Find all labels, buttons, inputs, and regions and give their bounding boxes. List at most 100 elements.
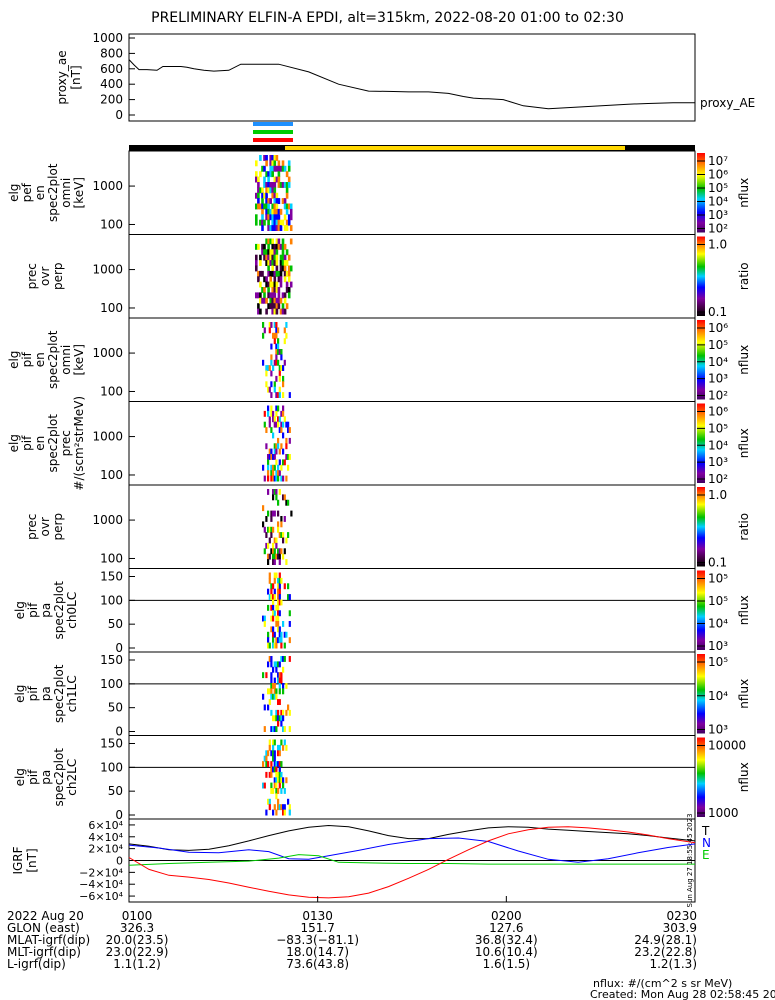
spectrogram-pixel: [267, 553, 270, 560]
spectrogram-pixel: [279, 182, 283, 188]
proxy-ae-ytick-label: 400: [100, 77, 123, 91]
spectrogram-pixel: [283, 739, 286, 746]
spectrogram-pixel: [273, 187, 277, 194]
spectrogram-pixel: [275, 349, 278, 355]
spectrogram-pixel: [287, 292, 291, 299]
spectrogram-pixels: [262, 739, 291, 816]
spectrogram-pixel: [285, 281, 289, 288]
spectrogram-pixel: [270, 526, 273, 533]
spectrogram-pixel: [275, 761, 278, 767]
spectrogram-pixel: [285, 322, 288, 328]
spectrogram-pixel: [268, 739, 271, 746]
spectrogram-pixel: [272, 788, 275, 794]
spectrogram-pixel: [278, 370, 281, 377]
spectrogram-pixel: [281, 249, 285, 256]
spectrogram-pixel: [273, 537, 276, 544]
spec-ytick-label: 50: [108, 617, 123, 631]
spectrogram-pixel: [259, 270, 262, 277]
plot-title: PRELIMINARY ELFIN-A EPDI, alt=315km, 202…: [151, 10, 624, 26]
spectrogram-pixel: [287, 254, 291, 261]
colorbar-tick-label: 0.1: [708, 556, 727, 570]
spectrogram-pixel: [262, 761, 265, 767]
spectrogram-pixel: [277, 626, 280, 633]
colorbar-tick-label: 1.0: [708, 238, 727, 252]
spectrogram-pixel: [275, 359, 278, 366]
igrf-line-e: [128, 854, 695, 866]
spec-panel-frame: [128, 651, 696, 736]
spectrogram-pixel: [268, 771, 271, 778]
spectrogram-pixel: [273, 448, 276, 455]
spectrogram-pixel: [283, 459, 286, 466]
spectrogram-pixel: [261, 243, 264, 250]
spectrogram-pixel: [277, 771, 280, 778]
spectrogram-pixel: [257, 276, 260, 283]
spectrogram-pixel: [275, 249, 279, 256]
spec-ylabel-line: ch1LC: [65, 675, 79, 712]
spectrogram-pixel: [271, 238, 274, 245]
spectrogram-pixel: [263, 297, 266, 304]
spectrogram-pixel: [271, 249, 274, 256]
spectrogram-pixel: [282, 777, 285, 784]
spectrogram-pixel: [268, 553, 271, 560]
spectrogram-pixel: [273, 693, 276, 700]
spectrogram-pixel: [285, 192, 289, 199]
ephem-cell: 127.6: [489, 921, 523, 935]
spectrogram-pixel: [271, 260, 274, 266]
spectrogram-pixel: [283, 270, 287, 277]
spectrogram-pixel: [273, 777, 276, 784]
spectrogram-pixel: [278, 744, 281, 751]
spectrogram-pixel: [265, 260, 268, 266]
spectrogram-pixel: [278, 688, 281, 695]
proxy-ae-frame: [128, 33, 696, 122]
spectrogram-pixel: [267, 470, 270, 477]
spectrogram-pixel: [278, 610, 281, 617]
spectrogram-pixel: [278, 349, 281, 355]
spectrogram-pixel: [259, 297, 262, 304]
spectrogram-pixel: [283, 809, 286, 816]
colorbar-tick-label: 10³: [708, 372, 728, 386]
spectrogram-pixel: [273, 192, 277, 199]
spectrogram-pixel: [255, 254, 258, 261]
spectrogram-pixel: [255, 203, 258, 210]
colorbar-tick-label: 10²: [708, 222, 728, 236]
spectrogram-pixel: [271, 308, 274, 315]
spectrogram-pixel: [287, 427, 290, 433]
spectrogram-pixel: [273, 219, 277, 226]
spectrogram-pixel: [277, 219, 281, 226]
spectrogram-pixel: [275, 766, 278, 773]
proxy-ae-ytick-label: 800: [100, 46, 123, 60]
spectrogram-pixel: [273, 297, 277, 304]
spectrogram-pixel: [268, 365, 271, 371]
spectrogram-pixel: [277, 744, 280, 751]
spectrogram-pixel: [272, 615, 275, 622]
spectrogram-pixel: [272, 715, 275, 722]
colorbar: [697, 236, 705, 316]
spectrogram-pixel: [271, 182, 274, 188]
spectrogram-pixel: [268, 577, 271, 584]
spectrogram-pixel: [283, 516, 286, 522]
spectrogram-pixel: [278, 416, 281, 423]
spectrogram-pixel: [268, 526, 271, 533]
side-timestamp: Sun Aug 27 18:55:45 2023: [686, 813, 694, 907]
colorbar-label: nflux: [737, 679, 751, 709]
spectrogram-pixel: [263, 475, 266, 482]
colorbar-tick-label: 10²: [708, 389, 728, 403]
spectrogram-pixel: [267, 526, 270, 533]
spectrogram-pixel: [277, 359, 280, 366]
spectrogram-pixel: [273, 270, 277, 277]
spectrogram-pixel: [277, 208, 281, 215]
spectrogram-pixel: [275, 666, 278, 673]
spectrogram-pixel: [278, 427, 281, 433]
spectrogram-pixel: [281, 308, 285, 315]
spectrogram-pixel: [261, 287, 264, 293]
spectrogram-pixel: [265, 155, 268, 161]
spectrogram-pixel: [271, 214, 274, 221]
spectrogram-pixel: [275, 405, 278, 412]
spectrogram-pixel: [283, 260, 287, 266]
igrf-legend-t: T: [701, 824, 710, 838]
spectrogram-pixel: [277, 470, 280, 477]
spectrogram-pixel: [263, 782, 266, 789]
spectrogram-pixel: [283, 225, 287, 231]
igrf-ylabel: [nT]: [25, 848, 39, 872]
spectrogram-pixel: [262, 615, 265, 622]
